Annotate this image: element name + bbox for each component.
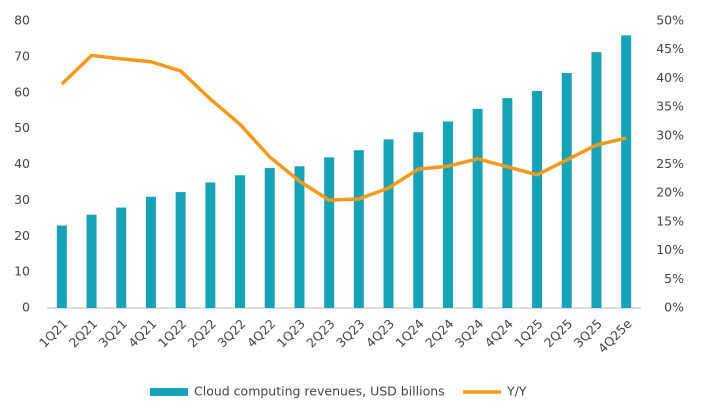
y-tick-label: 80: [14, 13, 30, 28]
legend-label: Cloud computing revenues, USD billions: [194, 384, 445, 399]
bar: [502, 98, 513, 308]
x-tick-label: 1Q24: [392, 316, 426, 350]
bar: [86, 214, 97, 308]
y2-tick-label: 45%: [656, 41, 684, 56]
x-tick-label: 3Q23: [333, 316, 367, 350]
bar: [235, 175, 246, 308]
y-tick-label: 70: [14, 48, 30, 63]
bar: [472, 108, 483, 308]
x-tick-label: 4Q25e: [595, 316, 635, 356]
bar: [383, 139, 394, 308]
bar: [294, 166, 305, 308]
legend-label: Y/Y: [506, 384, 527, 399]
y2-tick-label: 40%: [656, 70, 684, 85]
bar: [145, 196, 156, 308]
x-tick-label: 1Q25: [511, 316, 545, 350]
x-tick-label: 3Q21: [95, 316, 129, 350]
y2-tick-label: 5%: [664, 271, 684, 286]
y-tick-label: 50: [14, 120, 30, 135]
bar: [205, 182, 216, 308]
bar: [442, 121, 453, 308]
y-tick-label: 10: [14, 264, 30, 279]
y2-tick-label: 15%: [656, 213, 684, 228]
y-tick-label: 40: [14, 156, 30, 171]
legend-swatch: [150, 388, 188, 396]
x-tick-label: 4Q23: [363, 316, 397, 350]
bar: [116, 207, 127, 308]
y2-tick-label: 25%: [656, 156, 684, 171]
x-tick-label: 4Q22: [244, 316, 278, 350]
bar: [56, 225, 67, 308]
y-tick-label: 60: [14, 84, 30, 99]
x-tick-label: 2Q23: [303, 316, 337, 350]
bar: [175, 192, 186, 308]
x-tick-label: 2Q24: [422, 316, 456, 350]
x-tick-label: 3Q22: [214, 316, 248, 350]
y2-tick-label: 30%: [656, 127, 684, 142]
x-tick-label: 2Q22: [185, 316, 219, 350]
x-tick-label: 2Q21: [66, 316, 100, 350]
y2-tick-label: 35%: [656, 99, 684, 114]
y-tick-label: 20: [14, 228, 30, 243]
x-tick-label: 4Q24: [482, 316, 516, 350]
y-tick-label: 0: [22, 300, 30, 315]
x-tick-label: 1Q22: [155, 316, 189, 350]
x-tick-label: 1Q23: [274, 316, 308, 350]
line: [60, 53, 627, 202]
bar: [324, 157, 335, 308]
y2-tick-label: 0%: [664, 300, 684, 315]
bar: [353, 150, 364, 308]
bar: [413, 132, 424, 308]
bar: [591, 52, 602, 309]
bar: [532, 90, 543, 308]
bar: [561, 73, 572, 308]
x-tick-label: 3Q24: [452, 316, 486, 350]
x-tick-label: 1Q21: [36, 316, 70, 350]
x-tick-label: 4Q21: [125, 316, 159, 350]
y2-tick-label: 10%: [656, 242, 684, 257]
bar: [264, 168, 275, 308]
bar: [621, 35, 632, 308]
y2-tick-label: 20%: [656, 185, 684, 200]
y2-tick-label: 50%: [656, 13, 684, 28]
x-tick-label: 2Q25: [541, 316, 575, 350]
y-tick-label: 30: [14, 192, 30, 207]
